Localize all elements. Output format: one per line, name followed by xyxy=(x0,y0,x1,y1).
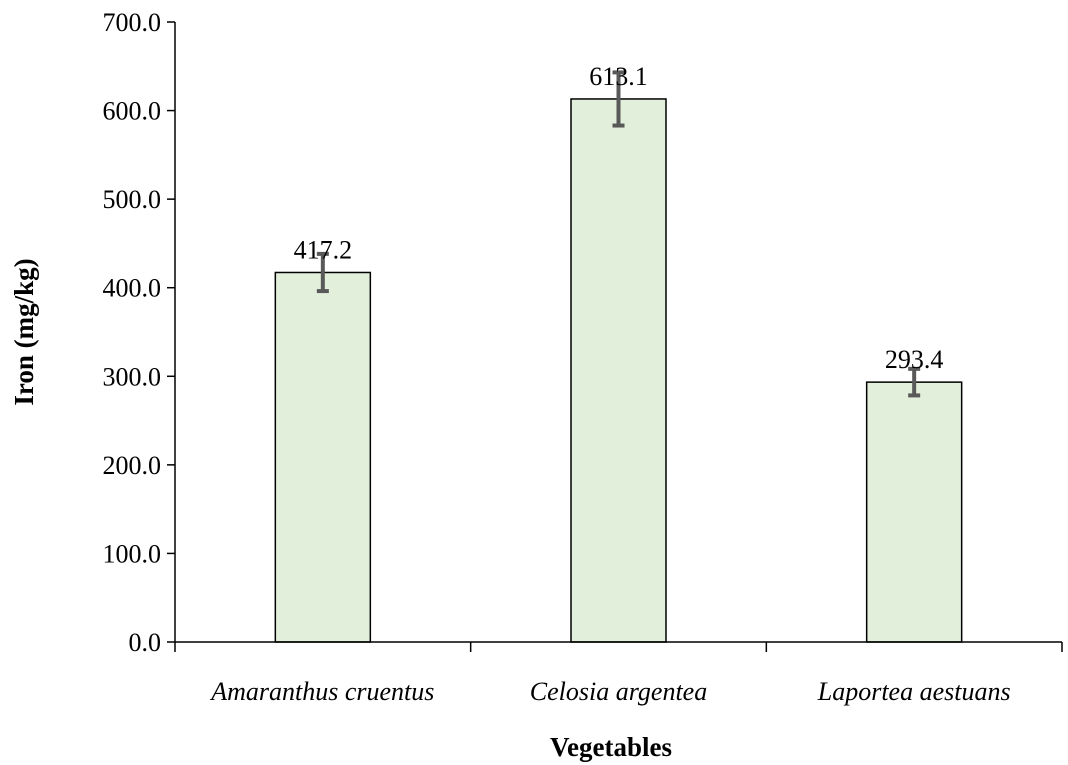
bars xyxy=(274,98,963,643)
bar xyxy=(274,271,372,643)
y-tick-label: 100.0 xyxy=(103,539,162,568)
y-tick-label: 600.0 xyxy=(103,97,162,126)
x-axis-ticks xyxy=(174,642,1063,652)
y-tick-label: 0.0 xyxy=(129,628,162,657)
category-label: Celosia argentea xyxy=(530,677,707,706)
y-tick-label: 500.0 xyxy=(103,185,162,214)
bar xyxy=(570,98,667,643)
y-tick-label: 700.0 xyxy=(103,8,162,37)
bar xyxy=(865,381,963,643)
error-bars xyxy=(316,70,921,398)
category-labels: Amaranthus cruentus Celosia argentea Lapor… xyxy=(209,677,1010,706)
y-tick-label: 300.0 xyxy=(103,362,162,391)
category-label: Amaranthus cruentus xyxy=(209,677,434,706)
y-tick-label: 200.0 xyxy=(103,451,162,480)
y-axis-ticks: 0.0 100.0 200.0 300.0 400.0 500.0 600.0 700.0 xyxy=(103,8,175,657)
data-label: 293.4 xyxy=(885,345,944,374)
x-axis-title: Vegetables xyxy=(550,732,672,762)
category-label: Laportea aestuans xyxy=(817,677,1011,706)
data-label: 417.2 xyxy=(294,235,353,264)
data-label: 613.1 xyxy=(589,62,648,91)
y-tick-label: 400.0 xyxy=(103,274,162,303)
data-labels: 417.2 613.1 293.4 xyxy=(294,62,944,374)
y-axis-title: Iron (mg/kg) xyxy=(9,258,39,405)
